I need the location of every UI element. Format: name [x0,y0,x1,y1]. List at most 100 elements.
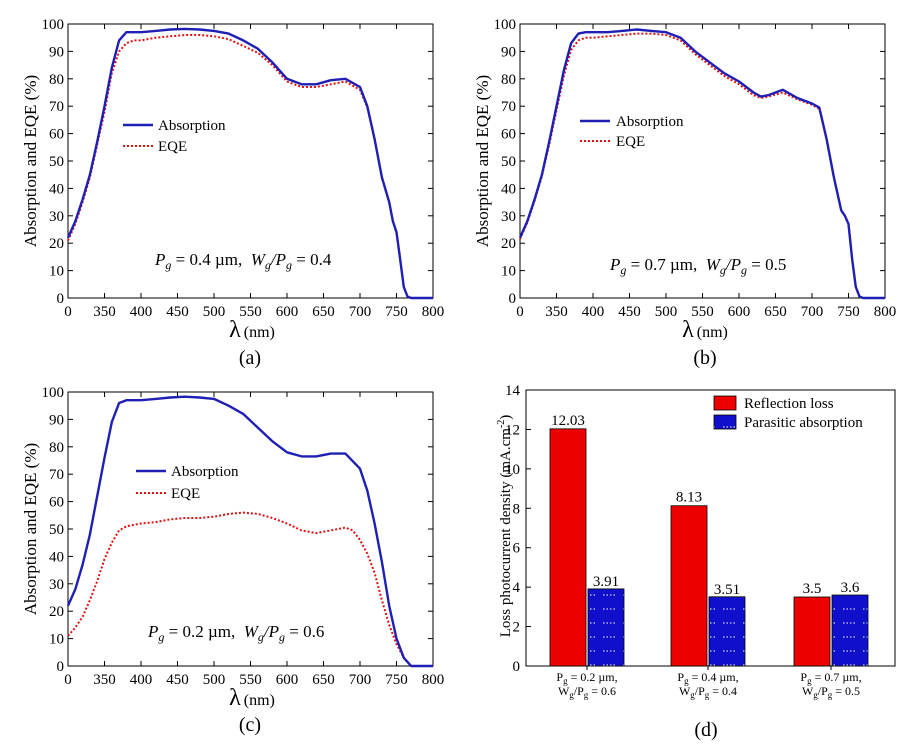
annotation-c: Pg = 0.2 µm, Wg/Pg = 0.6 [147,622,324,644]
plot-a: 0 350 400 450 500 550 600 650 700 750 800 0 10 20 30 40… [42,17,445,320]
category-label-line1: Pg = 0.4 µm, [677,670,738,686]
x-tick-label: 400 [582,304,605,320]
y-tick-label: 20 [49,236,64,252]
x-tick-label: 750 [385,672,408,688]
reflection-value-label: 12.03 [551,413,585,429]
x-tick-label: 800 [422,672,445,688]
panel-label-a: (a) [239,347,261,369]
absorption-line [518,28,885,300]
y-tick-label: 100 [42,17,65,33]
reflection-bar [549,428,587,667]
category-label-line2: Wg/Pg = 0.5 [802,684,860,700]
reflection-bar [670,505,708,667]
x-tick-label: 550 [239,672,262,688]
eqe-line [67,511,433,667]
reflection-value-label: 3.5 [803,581,822,597]
parasitic-bar [587,588,625,667]
y-tick-label: 10 [49,632,64,648]
y-tick-label: 70 [49,99,64,115]
xlabel-a: λ (nm) [229,317,275,343]
y-tick-label: 80 [501,72,516,88]
y-tick-label: 30 [49,209,64,225]
x-tick-label: 350 [545,304,568,320]
panel-label-c: (c) [239,714,261,736]
y-tick-label: 80 [49,72,64,88]
x-tick-label: 400 [130,304,153,320]
x-tick-label: 550 [691,304,714,320]
y-tick-label: 10 [505,462,520,478]
y-tick-label: 90 [49,412,64,428]
x-tick-label: 600 [276,672,299,688]
legend-absorption-label: Absorption [158,118,226,134]
x-tick-label: 400 [130,672,153,688]
y-tick-label: 90 [501,44,516,60]
y-tick-label: 50 [49,522,64,538]
eqe-line [67,34,433,299]
x-tick-label: 600 [728,304,751,320]
x-tick-label: 700 [349,304,372,320]
legend-a: Absorption EQE [123,118,226,155]
x-tick-label: 500 [203,304,226,320]
reflection-value-label: 8.13 [676,490,702,506]
legend-reflection-swatch [713,395,737,411]
ylabel-b: Absorption and EQE (%) [473,75,492,247]
y-tick-label: 40 [49,549,64,565]
y-tick-label: 4 [513,580,521,596]
x-tick-label: 350 [93,304,116,320]
x-tick-label: 650 [764,304,787,320]
eqe-line [519,32,885,299]
y-tick-label: 10 [501,264,516,280]
y-tick-label: 2 [513,620,521,636]
x-tick-label: 0 [64,672,72,688]
x-tick-label: 800 [874,304,897,320]
legend-c: Absorption EQE [136,464,239,502]
panel-label-b: (b) [693,347,716,369]
x-tick-label: 0 [516,304,524,320]
y-tick-label: 0 [57,291,65,307]
y-tick-label: 100 [494,17,517,33]
legend-eqe-label: EQE [158,139,187,155]
x-tick-label: 450 [166,304,189,320]
parasitic-value-label: 3.91 [593,574,619,590]
y-tick-label: 30 [501,209,516,225]
y-tick-label: 12 [505,422,520,438]
legend-reflection-label: Reflection loss [744,396,834,412]
x-tick-label: 350 [93,672,116,688]
legend-absorption-label: Absorption [616,114,684,130]
x-tick-label: 450 [618,304,641,320]
parasitic-value-label: 3.51 [714,582,740,598]
legend-eqe-label: EQE [616,134,645,150]
x-tick-label: 650 [312,304,335,320]
plot-c: 0 350 400 450 500 550 600 650 700 750 800 0 10 20 30 40… [42,385,445,688]
parasitic-bar [831,594,869,667]
y-tick-label: 60 [49,127,64,143]
absorption-line [66,27,433,300]
y-tick-label: 100 [42,385,65,401]
x-tick-label: 750 [837,304,860,320]
annotation-a: Pg = 0.4 µm, Wg/Pg = 0.4 [154,250,332,272]
x-tick-label: 800 [422,304,445,320]
x-tick-label: 500 [203,672,226,688]
x-tick-label: 450 [166,672,189,688]
x-tick-label: 700 [349,672,372,688]
category-label-line1: Pg = 0.7 µm, [800,670,861,686]
category-label-line1: Pg = 0.2 µm, [556,670,617,686]
y-tick-label: 30 [49,577,64,593]
y-tick-label: 50 [49,154,64,170]
y-tick-label: 10 [49,264,64,280]
x-tick-label: 500 [655,304,678,320]
panel-c: 0 350 400 450 500 550 600 650 700 750 800 0 10 20 30 40… [21,385,444,736]
x-tick-label: 0 [64,304,72,320]
y-tick-label: 80 [49,440,64,456]
parasitic-value-label: 3.6 [841,580,860,596]
legend-parasitic-label: Parasitic absorption [744,415,863,431]
legend-parasitic-swatch [713,414,737,430]
panel-a: 0 350 400 450 500 550 600 650 700 750 800 0 10 20 30 40… [21,17,444,369]
y-tick-label: 0 [509,291,517,307]
panel-label-d: (d) [694,719,717,741]
x-tick-label: 650 [312,672,335,688]
y-tick-label: 6 [513,541,521,557]
